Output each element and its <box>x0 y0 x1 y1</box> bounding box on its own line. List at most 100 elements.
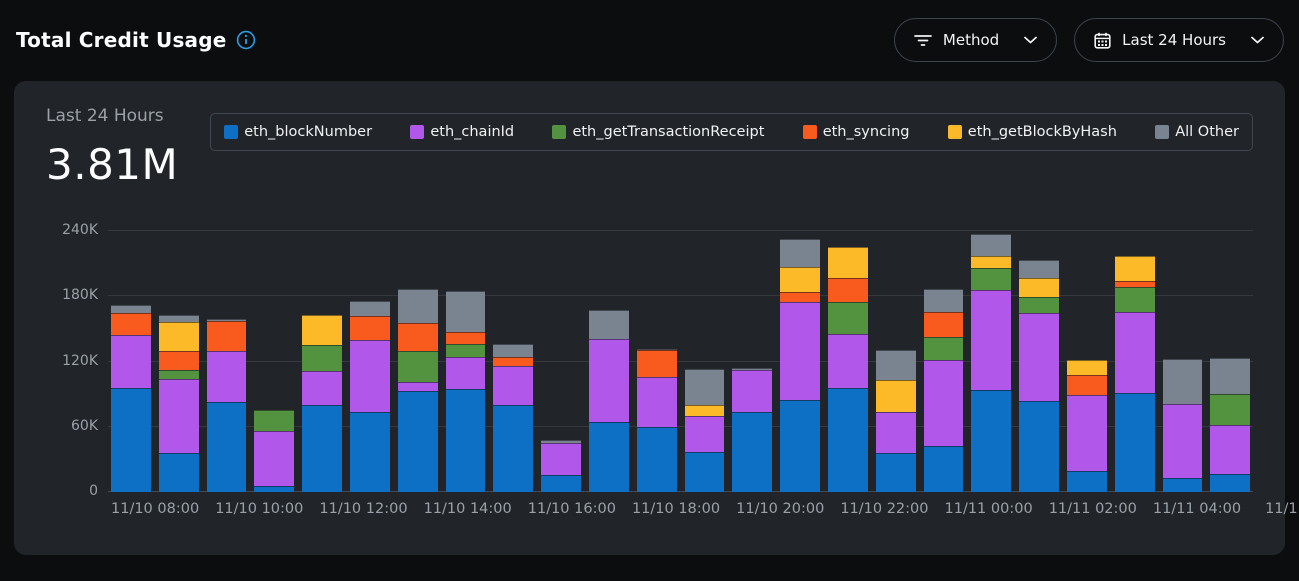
bar-segment-All Other <box>732 368 773 371</box>
x-axis-tick: 11/10 12:00 <box>319 501 408 517</box>
chevron-down-icon <box>1024 36 1038 44</box>
bar-segment-All Other <box>493 344 534 358</box>
bar-segment-eth_syncing <box>206 321 247 351</box>
bar-segment-All Other <box>588 310 629 339</box>
bar-segment-eth_chainId <box>875 411 916 453</box>
bar-segment-eth_blockNumber <box>1162 477 1203 492</box>
bar-segment-All Other <box>349 300 390 316</box>
bar-segment-eth_getBlockByHash <box>1066 360 1107 375</box>
legend-label: All Other <box>1175 124 1239 140</box>
bar-segment-eth_syncing <box>923 311 964 337</box>
bar-segment-eth_chainId <box>445 357 486 389</box>
bar-segment-eth_chainId <box>349 339 390 413</box>
bar[interactable] <box>1066 360 1107 492</box>
bar-segment-eth_chainId <box>923 360 964 447</box>
bar-segment-eth_chainId <box>780 301 820 400</box>
bar-segment-All Other <box>1210 358 1251 395</box>
x-axis-tick: 11/11 02:00 <box>1048 501 1137 517</box>
legend-label: eth_blockNumber <box>244 124 373 140</box>
bar-segment-All Other <box>445 290 486 333</box>
bar-segment-eth_blockNumber <box>349 412 390 492</box>
bar[interactable] <box>684 369 725 492</box>
bar-segment-eth_getTransactionReceipt <box>923 336 964 361</box>
bar-segment-eth_blockNumber <box>588 422 629 492</box>
bar[interactable] <box>636 348 677 492</box>
legend-swatch <box>410 125 425 139</box>
bar-segment-eth_syncing <box>827 277 868 302</box>
bar[interactable] <box>302 314 342 492</box>
legend-item-eth_chainId[interactable]: eth_chainId <box>410 124 514 140</box>
bar-segment-All Other <box>780 238 820 267</box>
bar[interactable] <box>206 319 247 492</box>
bar[interactable] <box>445 290 486 492</box>
bar-segment-eth_chainId <box>971 289 1012 390</box>
bar[interactable] <box>111 305 151 492</box>
legend-item-eth_getTransactionReceipt[interactable]: eth_getTransactionReceipt <box>552 124 764 140</box>
info-icon[interactable] <box>236 30 256 50</box>
legend-swatch <box>224 125 239 139</box>
bar[interactable] <box>780 238 820 492</box>
bar-segment-All Other <box>875 349 916 381</box>
bar[interactable] <box>1114 256 1155 492</box>
bar-segment-eth_getBlockByHash <box>827 247 868 278</box>
legend-item-eth_blockNumber[interactable]: eth_blockNumber <box>224 124 372 140</box>
bar-segment-eth_getBlockByHash <box>971 256 1012 268</box>
bar[interactable] <box>349 300 390 492</box>
credit-usage-chart: 0 60K 120K 180K 240K 11/10 08:00 11/10 10:00 1… <box>46 222 1299 517</box>
bar-segment-All Other <box>1019 260 1059 278</box>
bar[interactable] <box>1162 359 1203 492</box>
bar-segment-eth_syncing <box>636 349 677 377</box>
bar-segment-eth_chainId <box>158 378 199 453</box>
bar-segment-All Other <box>111 305 151 314</box>
bar-segment-eth_getBlockByHash <box>780 266 820 292</box>
bar-segment-eth_getBlockByHash <box>1114 256 1155 282</box>
bar-segment-eth_blockNumber <box>1114 393 1155 492</box>
x-axis-slot: 11/10 10:00 <box>215 501 303 517</box>
bar-segment-eth_getTransactionReceipt <box>302 345 342 372</box>
bar-segment-eth_syncing <box>493 357 534 366</box>
x-axis-tick: 11/11 00:00 <box>944 501 1033 517</box>
bar-segment-eth_blockNumber <box>541 474 581 492</box>
bar-segment-eth_getTransactionReceipt <box>827 301 868 335</box>
legend-swatch <box>552 125 567 139</box>
bar-segment-All Other <box>923 288 964 312</box>
x-axis-slot: 11/10 08:00 <box>111 501 199 517</box>
bar[interactable] <box>1019 260 1059 492</box>
bar-segment-eth_blockNumber <box>971 389 1012 492</box>
bar[interactable] <box>254 410 295 492</box>
bar[interactable] <box>1210 358 1251 492</box>
bar[interactable] <box>971 234 1012 492</box>
legend-swatch <box>947 125 962 139</box>
page-header: Total Credit Usage Method <box>0 0 1299 62</box>
credit-usage-card: Last 24 Hours 3.81M eth_blockNumber eth_c… <box>14 81 1299 555</box>
bar-segment-eth_getTransactionReceipt <box>397 350 438 383</box>
x-axis-slot: 11/11 04:00 <box>1153 501 1241 517</box>
bar-segment-eth_syncing <box>445 332 486 345</box>
bar-segment-eth_chainId <box>636 376 677 427</box>
legend-item-All Other[interactable]: All Other <box>1155 124 1239 140</box>
bar-segment-eth_blockNumber <box>875 452 916 492</box>
bar-segment-eth_chainId <box>732 370 773 412</box>
bar-segment-eth_chainId <box>206 350 247 402</box>
bar[interactable] <box>493 344 534 492</box>
method-filter-dropdown[interactable]: Method <box>893 18 1058 62</box>
bar[interactable] <box>158 314 199 492</box>
bar[interactable] <box>827 247 868 492</box>
legend-item-eth_syncing[interactable]: eth_syncing <box>802 124 909 140</box>
bar-segment-All Other <box>684 369 725 406</box>
legend-label: eth_getBlockByHash <box>967 124 1117 140</box>
bar[interactable] <box>541 439 581 492</box>
bar[interactable] <box>875 349 916 492</box>
gridline: 180K <box>62 287 1253 303</box>
bar-segment-All Other <box>636 348 677 350</box>
bar[interactable] <box>397 288 438 492</box>
bar-segment-eth_syncing <box>780 291 820 302</box>
bar-segment-eth_chainId <box>1114 311 1155 394</box>
time-range-dropdown[interactable]: Last 24 Hours <box>1074 18 1284 62</box>
bar[interactable] <box>588 310 629 492</box>
bar[interactable] <box>923 288 964 492</box>
bar[interactable] <box>732 368 773 492</box>
bar-segment-eth_getTransactionReceipt <box>971 268 1012 290</box>
legend-item-eth_getBlockByHash[interactable]: eth_getBlockByHash <box>947 124 1117 140</box>
bar-segment-eth_syncing <box>158 350 199 371</box>
